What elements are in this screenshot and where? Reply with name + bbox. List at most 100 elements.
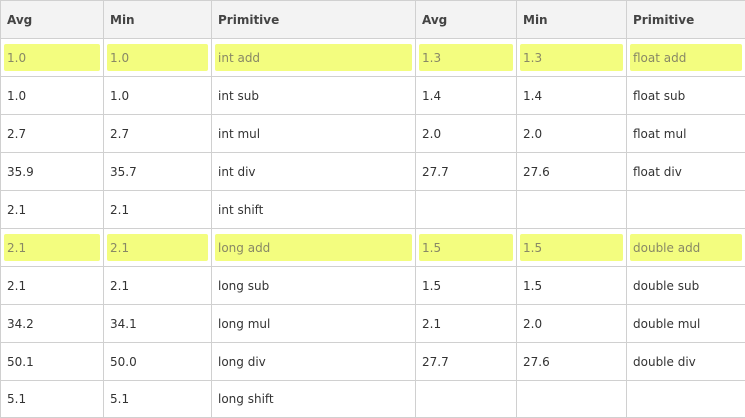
cell-min: 2.1 [104,191,212,229]
cell-text: int shift [218,203,263,217]
cell-primitive: double add [627,229,745,267]
cell-text: 1.5 [422,241,441,255]
cell-primitive: long add [212,229,416,267]
table-row: 1.0 1.0 int add 1.3 1.3 float add [1,39,745,77]
cell-text: int mul [218,127,260,141]
cell-text: 2.1 [7,203,26,217]
cell-text: 1.0 [7,51,26,65]
cell-text: 50.1 [7,355,34,369]
cell-avg: 50.1 [1,343,104,381]
cell-text: long shift [218,392,274,406]
cell-text: 1.4 [523,89,542,103]
cell-text: 5.1 [110,392,129,406]
table-row: 2.1 2.1 int shift [1,191,745,229]
cell-text: 1.3 [523,51,542,65]
cell-text: 35.9 [7,165,34,179]
cell-primitive: double div [627,343,745,381]
cell-avg: 1.0 [1,77,104,115]
cell-primitive: int mul [212,115,416,153]
table-row: 2.7 2.7 int mul 2.0 2.0 float mul [1,115,745,153]
cell-primitive: float mul [627,115,745,153]
table-row: 1.0 1.0 int sub 1.4 1.4 float sub [1,77,745,115]
cell-avg: 35.9 [1,153,104,191]
cell-text: double div [633,355,696,369]
cell-text: double sub [633,279,699,293]
cell-text: 1.0 [110,89,129,103]
cell-text: double add [633,241,700,255]
cell-text: 1.0 [110,51,129,65]
cell-text: 1.4 [422,89,441,103]
cell-text: 2.1 [110,279,129,293]
cell-primitive: long div [212,343,416,381]
cell-min: 35.7 [104,153,212,191]
cell-text: 2.0 [422,127,441,141]
cell-text: 2.1 [110,203,129,217]
cell-avg: 2.1 [1,191,104,229]
cell-primitive [627,191,745,229]
cell-min: 27.6 [517,343,627,381]
header-avg-float: Avg [416,1,517,39]
cell-avg: 1.5 [416,267,517,305]
table-row: 34.2 34.1 long mul 2.1 2.0 double mul [1,305,745,343]
cell-text: float add [633,51,686,65]
cell-avg: 2.0 [416,115,517,153]
cell-min: 50.0 [104,343,212,381]
cell-primitive: float add [627,39,745,77]
cell-text: 2.7 [110,127,129,141]
cell-text: 2.1 [7,241,26,255]
cell-text: 27.6 [523,355,550,369]
cell-min [517,381,627,418]
cell-text: double mul [633,317,700,331]
cell-avg: 2.1 [1,229,104,267]
cell-avg: 2.7 [1,115,104,153]
cell-avg: 1.4 [416,77,517,115]
cell-text: 27.6 [523,165,550,179]
cell-text: int add [218,51,260,65]
cell-text: float div [633,165,682,179]
cell-text: long mul [218,317,270,331]
cell-min: 2.0 [517,305,627,343]
cell-text: 1.3 [422,51,441,65]
cell-min: 2.1 [104,229,212,267]
header-min-int: Min [104,1,212,39]
cell-text: 27.7 [422,355,449,369]
cell-min: 27.6 [517,153,627,191]
cell-text: int div [218,165,256,179]
cell-min: 1.5 [517,229,627,267]
header-primitive-int: Primitive [212,1,416,39]
cell-text: 2.1 [110,241,129,255]
cell-text: float mul [633,127,686,141]
cell-text: 34.2 [7,317,34,331]
cell-text: 2.0 [523,127,542,141]
cell-text: 27.7 [422,165,449,179]
cell-min: 1.0 [104,77,212,115]
cell-text: float sub [633,89,685,103]
cell-avg: 27.7 [416,343,517,381]
cell-avg: 27.7 [416,153,517,191]
cell-primitive: long mul [212,305,416,343]
cell-text: 2.1 [7,279,26,293]
cell-min: 1.4 [517,77,627,115]
cell-min: 2.7 [104,115,212,153]
cell-min: 1.5 [517,267,627,305]
cell-text: 34.1 [110,317,137,331]
header-primitive-float: Primitive [627,1,745,39]
cell-avg: 2.1 [1,267,104,305]
cell-text: 2.1 [422,317,441,331]
cell-text: 2.7 [7,127,26,141]
header-min-float: Min [517,1,627,39]
cell-avg [416,381,517,418]
cell-primitive: int sub [212,77,416,115]
cell-min: 1.0 [104,39,212,77]
cell-text: int sub [218,89,259,103]
cell-text: 1.5 [523,241,542,255]
cell-primitive: double sub [627,267,745,305]
cell-primitive: long shift [212,381,416,418]
cell-text: 1.5 [523,279,542,293]
cell-primitive [627,381,745,418]
cell-text: long add [218,241,270,255]
